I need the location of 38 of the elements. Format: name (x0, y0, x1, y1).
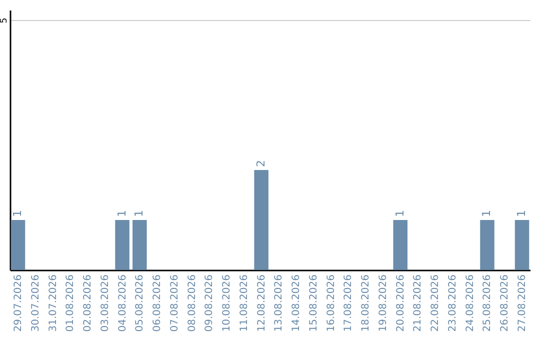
x-tick-label: 06.08.2026 (152, 274, 164, 332)
x-tick-label: 16.08.2026 (326, 274, 337, 332)
x-tick-label: 19.08.2026 (378, 274, 389, 332)
x-tick-label: 26.08.2026 (500, 274, 511, 332)
x-tick-label: 08.08.2026 (186, 274, 198, 332)
x-tick-label: 12.08.2026 (256, 274, 268, 332)
y-tick-label: 5 (0, 18, 10, 24)
x-tick-label: 11.08.2026 (238, 274, 250, 332)
x-tick-label: 13.08.2026 (274, 274, 285, 332)
x-tick-label: 20.08.2026 (395, 274, 406, 332)
x-tick-label: 31.07.2026 (48, 274, 59, 332)
x-tick-label: 29.07.2026 (12, 274, 24, 332)
x-tick-label: 24.08.2026 (464, 274, 476, 332)
x-tick-label: 17.08.2026 (343, 274, 354, 332)
x-tick-label: 15.08.2026 (308, 274, 320, 332)
data-label: 2 (254, 160, 268, 167)
data-label: 1 (515, 210, 528, 217)
x-tick-label: 27.08.2026 (517, 274, 528, 332)
x-tick-label: 04.08.2026 (117, 274, 128, 332)
x-tick-label: 09.08.2026 (204, 274, 216, 332)
data-label: 1 (480, 210, 494, 217)
x-tick-label: 23.08.2026 (447, 274, 458, 332)
data-label: 1 (115, 210, 128, 217)
x-tick-label: 30.07.2026 (30, 274, 42, 332)
data-label: 1 (132, 210, 146, 217)
x-tick-label: 07.08.2026 (169, 274, 180, 332)
x-tick-label: 21.08.2026 (412, 274, 424, 332)
x-tick-label: 02.08.2026 (82, 274, 94, 332)
data-label: 1 (393, 210, 406, 217)
x-tick-label: 14.08.2026 (291, 274, 302, 332)
x-tick-label: 25.08.2026 (482, 274, 494, 332)
x-tick-label: 01.08.2026 (65, 274, 76, 332)
x-tick-label: 03.08.2026 (100, 274, 111, 332)
x-tick-label: 05.08.2026 (134, 274, 146, 332)
x-tick-label: 18.08.2026 (360, 274, 372, 332)
x-tick-label: 10.08.2026 (222, 274, 233, 332)
x-tick-label: 22.08.2026 (430, 274, 442, 332)
data-label: 1 (10, 210, 24, 217)
